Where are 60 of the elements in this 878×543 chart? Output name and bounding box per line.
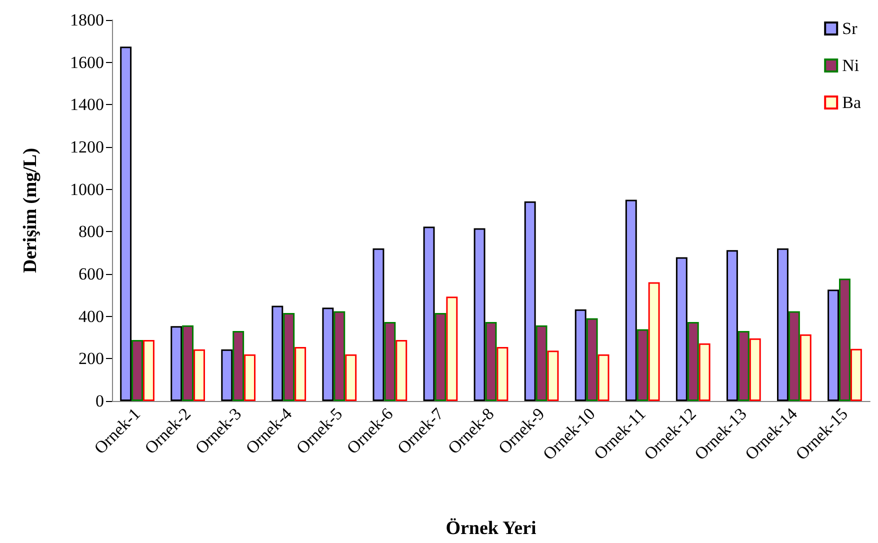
bar — [423, 226, 435, 401]
bar — [294, 347, 306, 401]
bar — [598, 354, 610, 401]
y-tick-label: 400 — [78, 306, 104, 326]
bar — [648, 282, 660, 401]
y-tick-label: 200 — [78, 349, 104, 368]
y-tick-label: 1800 — [70, 10, 104, 30]
bar — [244, 354, 256, 401]
y-tick-label: 1400 — [70, 95, 104, 114]
bar — [384, 322, 396, 401]
bar — [120, 46, 132, 401]
bar — [142, 340, 154, 401]
y-axis-title: Derişim (mg/L) — [20, 148, 41, 274]
legend-label: Sr — [842, 19, 858, 38]
bar — [828, 290, 840, 401]
bar — [182, 325, 194, 401]
y-tick-label: 1200 — [70, 138, 104, 156]
y-tick-label: 600 — [78, 264, 104, 284]
bar — [170, 326, 182, 401]
y-tick-label: 800 — [78, 222, 104, 242]
bar — [625, 200, 637, 401]
legend-label: Ni — [842, 56, 860, 75]
bar — [687, 322, 699, 401]
bar — [396, 340, 408, 401]
y-tick-label: 0 — [96, 392, 104, 410]
bar — [536, 325, 548, 401]
bar — [636, 329, 648, 401]
bar — [777, 248, 788, 401]
y-tick-label: 1600 — [70, 52, 104, 72]
bar — [474, 228, 486, 401]
bar — [676, 257, 688, 401]
bar — [334, 311, 346, 401]
x-axis-title: Örnek Yeri — [446, 518, 536, 539]
bar — [800, 334, 812, 401]
bar — [547, 350, 559, 401]
bar — [194, 349, 205, 401]
legend-label: Ba — [842, 93, 862, 112]
bar — [524, 201, 536, 401]
bar — [345, 354, 357, 401]
bar — [283, 312, 295, 401]
bar — [839, 278, 850, 401]
bar — [749, 338, 761, 401]
bar — [850, 348, 862, 401]
bar — [446, 296, 458, 401]
bar — [221, 349, 233, 401]
bar — [132, 340, 143, 401]
bar — [698, 343, 710, 401]
bar — [322, 308, 334, 401]
bar — [738, 330, 750, 401]
bar — [788, 311, 800, 401]
bar — [232, 330, 244, 401]
bar — [574, 309, 586, 401]
bar — [372, 248, 384, 401]
bar — [272, 306, 284, 401]
bar — [726, 250, 738, 401]
bar — [586, 318, 598, 401]
bar — [485, 322, 497, 401]
y-tick-label: 1000 — [70, 180, 104, 199]
bar — [434, 312, 446, 401]
bar — [496, 347, 508, 401]
